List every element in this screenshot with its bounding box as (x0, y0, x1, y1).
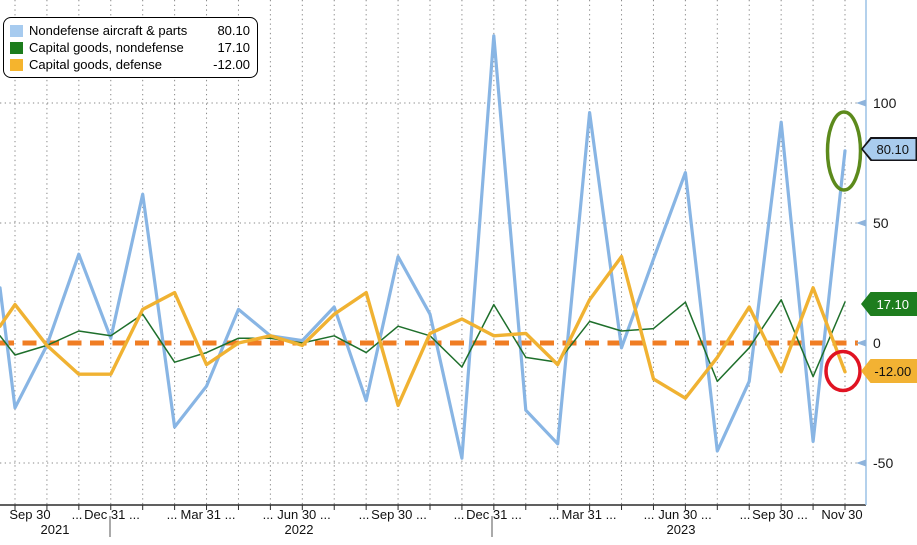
x-axis-label: Dec 31 ... (84, 507, 140, 522)
x-axis-label: Dec 31 ... (466, 507, 522, 522)
legend-value: 17.10 (217, 40, 250, 55)
x-axis-label: Jun 30 ... (277, 507, 331, 522)
legend-swatch (10, 58, 23, 71)
x-axis-label: ... (166, 507, 178, 522)
x-axis-label: Sep 30 ... (371, 507, 427, 522)
year-label: 2023 (666, 522, 696, 537)
legend-swatch (10, 24, 23, 37)
series-line-0 (0, 34, 847, 460)
legend-item-2: Capital goods, defense -12.00 (10, 56, 250, 73)
legend-item-1: Capital goods, nondefense 17.10 (10, 39, 250, 56)
x-axis-label: ... (71, 507, 83, 522)
y-axis-tick-arrow (856, 459, 866, 467)
legend-item-0: Nondefense aircraft & parts 80.10 (10, 22, 250, 39)
x-axis-label: Sep 30 (9, 507, 51, 522)
legend-label: Capital goods, defense (29, 57, 162, 72)
x-axis-label: ... (548, 507, 560, 522)
year-label: 2022 (284, 522, 314, 537)
x-axis-label: ... (358, 507, 370, 522)
value-tag-0: 80.10 (861, 137, 917, 161)
value-tag-text: 17.10 (863, 293, 916, 315)
y-axis-tick-arrow (856, 339, 866, 347)
value-tag-1: 17.10 (861, 292, 917, 316)
x-axis-label: ... (262, 507, 274, 522)
series-line-1 (0, 299, 846, 383)
series-line-2 (0, 254, 847, 408)
legend-label: Nondefense aircraft & parts (29, 23, 188, 38)
legend: Nondefense aircraft & parts 80.10 Capital … (3, 17, 258, 78)
x-axis-label: Mar 31 ... (180, 507, 236, 522)
y-axis-label: -50 (873, 455, 894, 471)
value-tag-2: -12.00 (861, 359, 917, 383)
value-tag-text: 80.10 (863, 138, 916, 160)
x-axis-label: ... (739, 507, 751, 522)
legend-swatch (10, 41, 23, 54)
legend-value: 80.10 (217, 23, 250, 38)
x-axis-label: Nov 30 (821, 507, 863, 522)
x-axis-label: ... (453, 507, 465, 522)
red-circle-annotation (824, 349, 862, 393)
year-label: 2021 (40, 522, 70, 537)
x-axis-label: ... (643, 507, 655, 522)
y-axis-tick-arrow (856, 219, 866, 227)
value-tag-text: -12.00 (863, 360, 916, 382)
y-axis-label: 100 (873, 95, 897, 111)
x-axis-label: Sep 30 ... (752, 507, 808, 522)
legend-value: -12.00 (213, 57, 250, 72)
x-axis-label: Jun 30 ... (658, 507, 712, 522)
y-axis-tick-arrow (856, 99, 866, 107)
y-axis-label: 0 (873, 335, 881, 351)
green-ellipse-annotation (825, 110, 863, 192)
y-axis-label: 50 (873, 215, 889, 231)
x-axis-label: Mar 31 ... (561, 507, 617, 522)
legend-label: Capital goods, nondefense (29, 40, 184, 55)
